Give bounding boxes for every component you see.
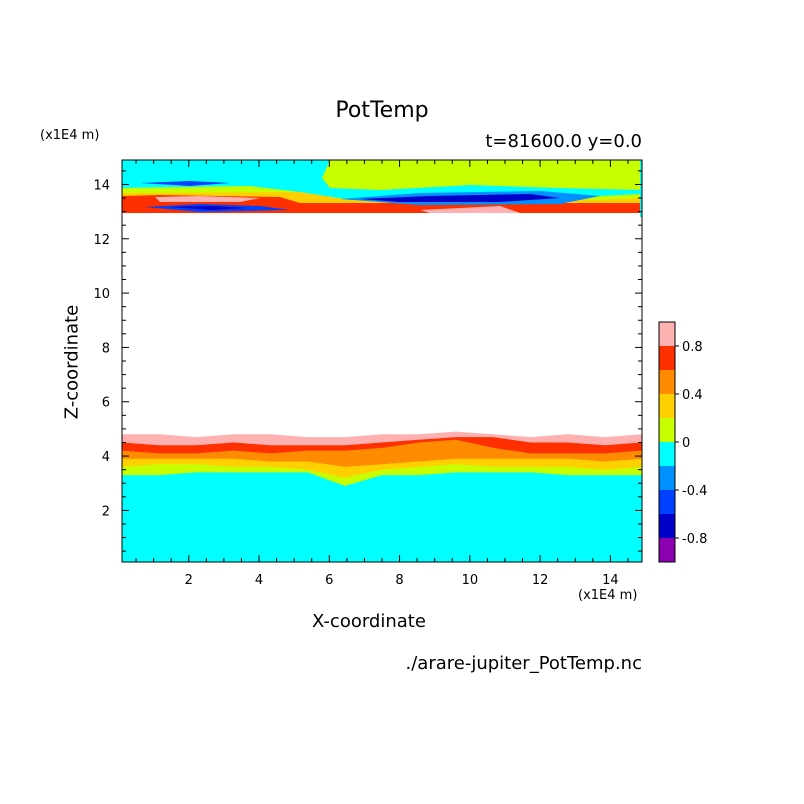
colorbar-swatch [659,394,675,418]
colorbar-tick-label: 0.4 [682,388,703,403]
y-tick-label: 6 [102,396,110,411]
colorbar-swatch [659,418,675,442]
chart-subtitle: t=81600.0 y=0.0 [485,131,642,152]
lower-contour-region [122,431,642,562]
colorbar-tick-label: 0 [682,436,690,451]
colorbar-swatch [659,514,675,538]
colorbar-swatch [659,370,675,394]
y-tick-label: 14 [93,178,110,193]
y-tick-label: 10 [93,287,110,302]
x-tick-label: 12 [532,573,549,588]
colorbar-swatch [659,490,675,514]
x-axis: 2 4 6 8 10 12 14 [135,160,629,588]
contour-band [122,472,642,562]
colorbar-swatch [659,346,675,370]
y-axis-unit: (x1E4 m) [40,128,100,143]
colorbar-swatch [659,442,675,466]
y-tick-label: 8 [102,341,110,356]
y-tick-label: 12 [93,233,110,248]
upper-yellow-band [322,160,640,190]
x-tick-label: 8 [395,573,403,588]
colorbar-tick-label: 0.8 [682,340,703,355]
colorbar-tick-label: -0.4 [682,484,707,499]
upper-blue-band [140,181,230,186]
x-tick-label: 4 [255,573,263,588]
x-tick-label: 14 [602,573,619,588]
upper-contour-region [122,160,642,217]
y-axis: 2 4 6 8 10 12 14 [93,170,642,552]
colorbar-swatch [659,466,675,490]
x-tick-label: 6 [325,573,333,588]
y-tick-label: 4 [102,450,110,465]
colorbar: 0.8 0.4 0 -0.4 -0.8 [658,321,707,563]
upper-white-gap [122,213,640,217]
colorbar-swatch [659,538,675,562]
x-tick-label: 10 [462,573,479,588]
colorbar-tick-label: -0.8 [682,532,707,547]
chart-title: PotTemp [335,98,429,123]
x-tick-label: 2 [185,573,193,588]
upper-pink-band [155,196,260,202]
x-axis-unit: (x1E4 m) [578,588,638,603]
colorbar-swatch [659,322,675,346]
upper-dark-blue-band [170,206,250,210]
source-file-label: ./arare-jupiter_PotTemp.nc [405,653,642,674]
upper-dark-blue-band [360,194,560,202]
x-axis-label: X-coordinate [312,611,426,632]
y-tick-label: 2 [102,504,110,519]
